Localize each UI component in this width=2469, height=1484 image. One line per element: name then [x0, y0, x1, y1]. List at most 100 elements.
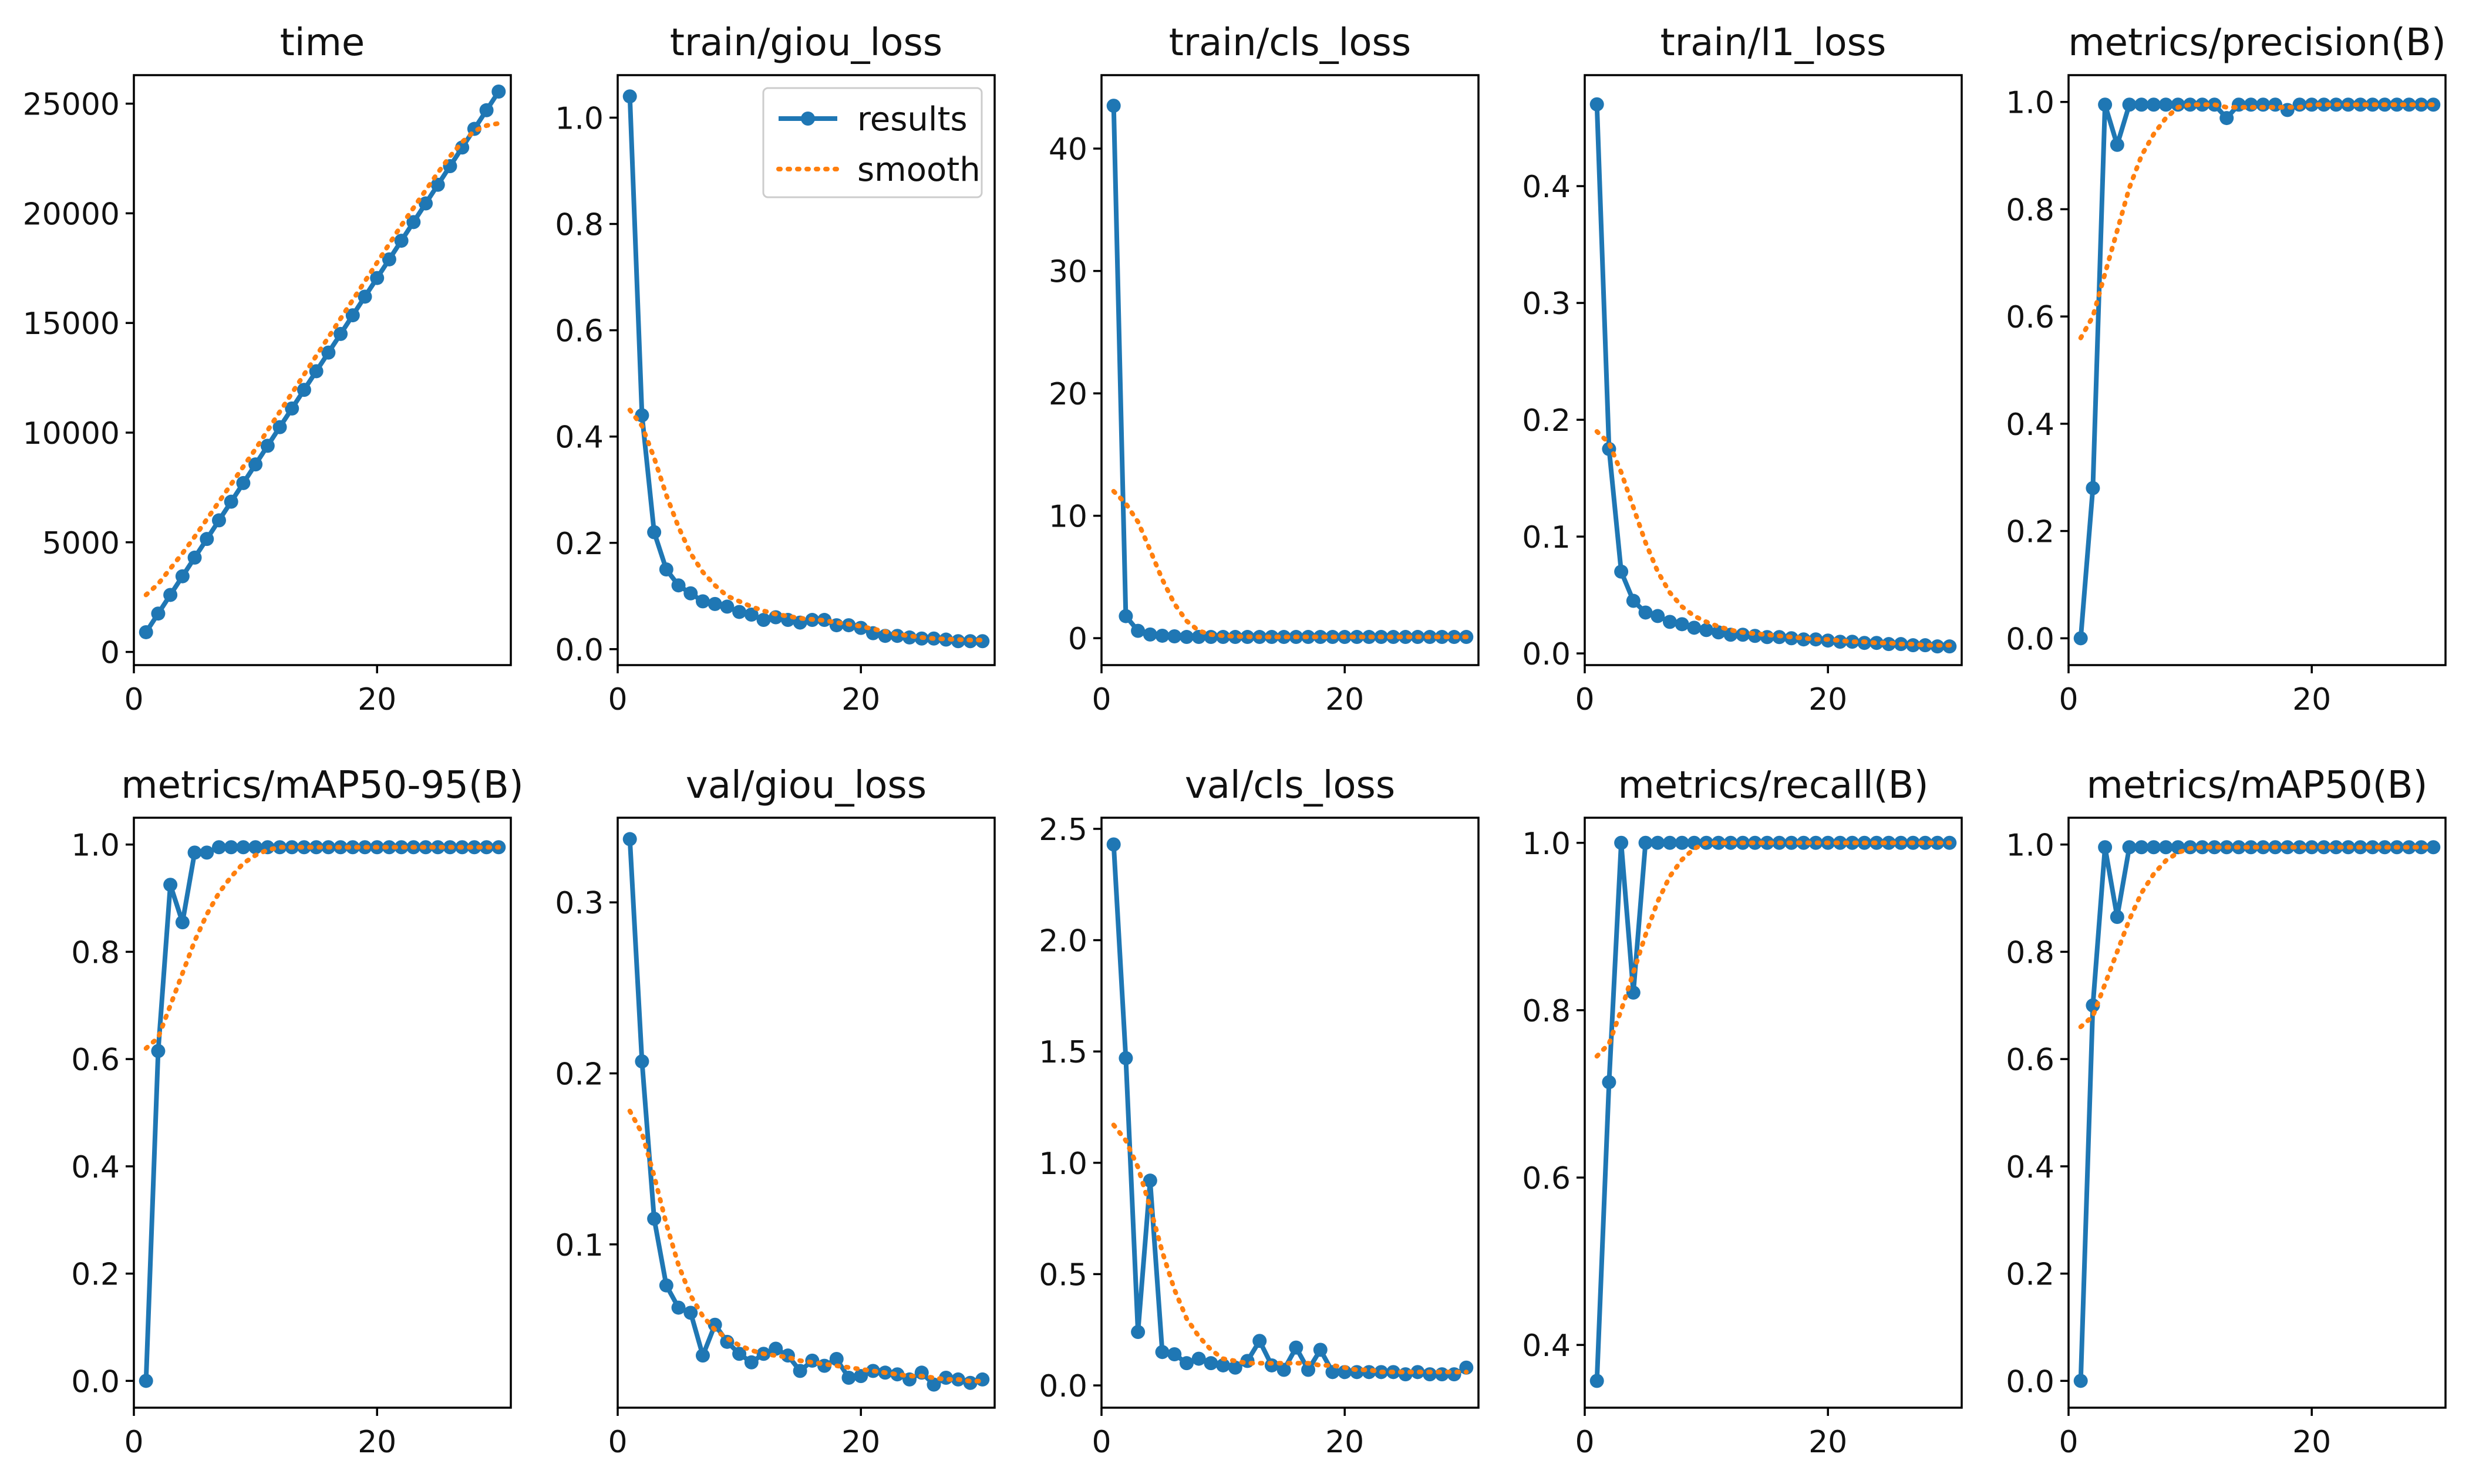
results-point — [321, 345, 336, 360]
y-tick-label: 0.0 — [1522, 637, 1571, 672]
results-point — [175, 569, 190, 584]
results-point — [430, 177, 445, 192]
results-point — [1662, 615, 1677, 629]
results-point — [1131, 623, 1146, 638]
y-tick-label: 1.5 — [1039, 1035, 1087, 1070]
results-point — [1398, 630, 1413, 645]
y-tick-label: 0.3 — [555, 886, 604, 921]
results-point — [1651, 609, 1665, 623]
results-point — [1276, 1362, 1291, 1377]
y-tick-label: 1.0 — [2006, 86, 2054, 121]
results-point — [1651, 835, 1665, 850]
results-point — [695, 594, 710, 609]
results-point — [467, 840, 481, 855]
results-point — [2098, 840, 2113, 855]
results-point — [2244, 97, 2258, 112]
results-point — [394, 234, 409, 248]
y-tick-label: 0.2 — [555, 1057, 604, 1092]
results-point — [1143, 627, 1157, 642]
results-point — [1179, 630, 1194, 645]
results-point — [671, 578, 686, 593]
legend-results-marker — [801, 112, 815, 126]
results-point — [2146, 97, 2161, 112]
results-point — [732, 605, 747, 619]
results-point — [975, 634, 990, 649]
y-tick-label: 10000 — [23, 416, 120, 451]
results-point — [224, 840, 238, 855]
results-point — [635, 1054, 649, 1069]
y-tick-label: 1.0 — [71, 828, 120, 864]
results-point — [2086, 481, 2100, 495]
results-point — [2134, 840, 2149, 855]
results-point — [1204, 1356, 1218, 1371]
plot-frame — [2067, 817, 2447, 1409]
results-point — [2401, 97, 2416, 112]
results-point — [163, 878, 178, 892]
results-point — [1119, 609, 1133, 623]
results-point — [683, 586, 698, 601]
results-point — [1264, 630, 1279, 645]
results-point — [2122, 840, 2137, 855]
results-point — [200, 845, 214, 860]
results-point — [139, 625, 153, 639]
subplot: train/giou_loss 0.0 0.2 0.4 0.6 0.8 1.0 0 20 resu… — [555, 21, 996, 717]
results-point — [151, 606, 166, 621]
results-point — [2207, 840, 2222, 855]
results-point — [1614, 835, 1629, 850]
legend-results-label: results — [857, 100, 968, 139]
y-tick-label: 0.4 — [2006, 1150, 2054, 1185]
results-point — [1675, 835, 1689, 850]
y-tick-label: 0.8 — [71, 935, 120, 970]
results-point — [671, 1300, 686, 1315]
x-tick-label: 0 — [124, 682, 143, 717]
y-tick-label: 0.6 — [2006, 300, 2054, 335]
x-tick-label: 20 — [1808, 682, 1847, 717]
results-point — [1119, 1051, 1133, 1065]
y-tick-label: 0.1 — [555, 1228, 604, 1263]
results-point — [744, 1355, 759, 1370]
results-point — [1191, 1351, 1206, 1366]
results-point — [151, 1044, 166, 1058]
plot-title: metrics/precision(B) — [2068, 21, 2446, 65]
y-tick-label: 0.2 — [71, 1257, 120, 1293]
plot-title: metrics/recall(B) — [1618, 764, 1928, 807]
results-point — [2292, 97, 2307, 112]
results-point — [1216, 1358, 1231, 1372]
plot-title: metrics/mAP50(B) — [2087, 764, 2428, 807]
y-tick-label: 1.0 — [555, 101, 604, 136]
plot-title: val/cls_loss — [1185, 764, 1395, 807]
results-point — [479, 103, 494, 117]
results-point — [2280, 840, 2295, 855]
results-point — [622, 832, 637, 846]
y-tick-label: 0.6 — [71, 1043, 120, 1078]
results-point — [2171, 97, 2185, 112]
results-point — [756, 613, 771, 628]
results-point — [345, 840, 360, 855]
smooth-series-line — [1594, 429, 1952, 648]
y-tick-label: 0.0 — [71, 1364, 120, 1399]
y-tick-label: 0.0 — [2006, 622, 2054, 657]
results-point — [1179, 1356, 1194, 1371]
results-point — [2365, 840, 2380, 855]
y-tick-label: 0.3 — [1522, 286, 1571, 322]
y-tick-label: 0.4 — [1522, 1328, 1571, 1364]
x-tick-label: 20 — [1325, 682, 1364, 717]
smooth-series-line — [2078, 845, 2436, 1030]
results-point — [1662, 835, 1677, 850]
results-point — [455, 140, 470, 155]
results-point — [430, 840, 445, 855]
y-tick-label: 1.0 — [1039, 1146, 1087, 1182]
y-tick-label: 0 — [100, 636, 120, 671]
results-point — [793, 1364, 807, 1378]
results-point — [841, 1371, 856, 1385]
results-point — [1614, 564, 1629, 579]
plot-title: metrics/mAP50-95(B) — [121, 764, 524, 807]
results-point — [1699, 623, 1714, 638]
x-tick-label: 0 — [2059, 682, 2078, 717]
x-tick-label: 20 — [841, 682, 880, 717]
smooth-series-line — [143, 845, 501, 1051]
results-point — [2329, 840, 2343, 855]
results-point — [1349, 630, 1364, 645]
x-tick-label: 0 — [124, 1425, 143, 1460]
